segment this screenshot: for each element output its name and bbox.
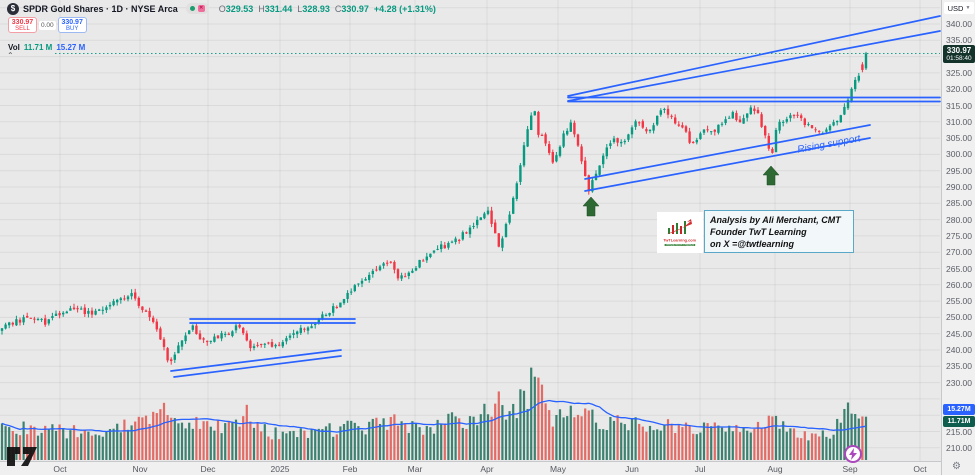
trendline-rising-support-dec-2[interactable] [173, 355, 342, 378]
tradingview-logo-icon[interactable] [6, 444, 56, 474]
time-axis-label: Sep [842, 464, 858, 474]
price-tick-label: 260.00 [946, 279, 972, 290]
price-tick-label: 240.00 [946, 345, 972, 355]
symbol-header: $ SPDR Gold Shares · 1D · NYSE Arca ✕ O3… [7, 2, 436, 15]
volume-bars [0, 367, 868, 460]
volume-ma-badge: 15.27M [943, 404, 975, 415]
close-label: C [334, 3, 342, 14]
currency-label: USD [947, 3, 964, 13]
price-tick-label: 290.00 [946, 182, 972, 192]
price-tick-label: 270.00 [946, 247, 972, 258]
market-open-dot-icon [189, 6, 195, 11]
buy-price: 330.97 [61, 18, 83, 26]
price-tick-label: 335.00 [946, 35, 972, 46]
price-tick-label: 215.00 [946, 426, 972, 437]
price-tick-label: 275.00 [946, 230, 972, 241]
logo-tagline: TRADE WITH TRENDS [664, 243, 696, 247]
spread-value: 0.00 [39, 20, 56, 30]
time-axis-label: Jun [625, 464, 639, 474]
price-tick-label: 295.00 [946, 165, 972, 176]
time-axis-label: 2025 [270, 464, 290, 474]
time-axis-label: Apr [480, 464, 494, 474]
time-axis-label: Oct [913, 464, 927, 474]
analysis-annotation-box[interactable]: Analysis by Ali Merchant, CMT Founder Tw… [704, 210, 854, 253]
low-label: L [297, 3, 303, 14]
support-arrow-icon[interactable] [582, 196, 600, 217]
change-value: +4.28 (+1.31%) [373, 3, 436, 14]
analysis-line-2: Founder TwT Learning [710, 227, 807, 237]
notification-flag-icon: ✕ [197, 5, 205, 12]
price-tick-label: 320.00 [946, 84, 972, 95]
price-tick-label: 255.00 [946, 296, 972, 307]
sell-label: SELL [15, 25, 30, 32]
sell-button[interactable]: 330.97 SELL [8, 17, 37, 33]
time-axis-label: Jul [694, 464, 706, 474]
price-tick-label: 285.00 [946, 198, 972, 209]
price-tick-label: 250.00 [946, 312, 972, 323]
candles [0, 51, 868, 365]
time-axis-label: May [549, 464, 567, 474]
last-price-badge: 330.97 01:58:40 [943, 45, 975, 63]
sell-price: 330.97 [11, 18, 34, 26]
currency-dropdown[interactable]: USD ▼ [944, 2, 974, 14]
volume-current-badge: 11.71M [943, 416, 975, 427]
price-tick-label: 300.00 [946, 149, 972, 160]
volume-ma-value: 15.27 M [56, 43, 86, 52]
price-tick-label: 235.00 [946, 361, 972, 372]
time-axis-label: Feb [342, 464, 358, 474]
market-status-pill[interactable]: ✕ [185, 3, 209, 14]
support-arrow-icon[interactable] [762, 165, 780, 186]
trendline-rising-support-dec-1[interactable] [170, 349, 342, 372]
close-value: 330.97 [341, 3, 369, 14]
buy-button[interactable]: 330.97 BUY [57, 17, 87, 33]
price-tick-label: 310.00 [946, 116, 972, 127]
price-tick-label: 230.00 [946, 377, 972, 388]
open-label: O [218, 3, 226, 14]
symbol-logo-icon[interactable]: $ [7, 2, 19, 15]
trendline-rising-support-may-2[interactable] [584, 137, 871, 192]
time-axis-label: Mar [407, 464, 423, 474]
chevron-down-icon: ▼ [965, 5, 971, 11]
volume-indicator-legend[interactable]: Vol 11.71 M 15.27 M [8, 43, 85, 52]
bar-countdown: 01:58:40 [946, 55, 972, 62]
high-value: 331.44 [264, 3, 293, 14]
instant-trade-lightning-button[interactable] [843, 444, 863, 469]
time-axis[interactable]: Oct Nov Dec 2025 Feb Mar Apr May Jun Jul Aug Sep Oct [0, 461, 941, 475]
price-tick-label: 315.00 [946, 100, 972, 111]
analysis-line-1: Analysis by Ali Merchant, CMT [710, 215, 841, 225]
twt-learning-logo[interactable]: TwTLearning.com TRADE WITH TRENDS [657, 212, 703, 253]
ohlc-values: O329.53 H331.44 L328.93 C330.97 +4.28 (+… [219, 4, 436, 14]
trendline-wedge-upper-2[interactable] [567, 30, 941, 102]
volume-label: Vol [8, 43, 20, 52]
logo-text: TwTLearning.com [663, 238, 697, 243]
symbol-title[interactable]: SPDR Gold Shares · 1D · NYSE Arca [23, 3, 178, 14]
price-tick-label: 305.00 [946, 133, 972, 144]
open-value: 329.53 [225, 3, 254, 14]
price-tick-label: 340.00 [946, 19, 972, 29]
price-tick-label: 280.00 [946, 214, 972, 225]
pane-collapse-caret-icon[interactable]: ⌃ [7, 51, 14, 60]
price-tick-label: 325.00 [946, 67, 972, 78]
logo-chart-thumbnail [667, 219, 692, 234]
analysis-line-3: on X =@twtlearning [710, 239, 795, 249]
price-axis[interactable]: USD ▼ 340.00 335.00 325.00 320.00 315.00 310.… [941, 0, 975, 475]
price-tick-label: 265.00 [946, 263, 972, 274]
low-value: 328.93 [302, 3, 330, 14]
price-tick-label: 245.00 [946, 328, 972, 339]
time-axis-label: Oct [53, 464, 67, 474]
time-axis-label: Aug [767, 464, 783, 474]
volume-ma-line [1, 399, 867, 433]
trendline-wedge-upper-1[interactable] [567, 15, 941, 97]
time-axis-label: Dec [200, 464, 216, 474]
trade-widget: 330.97 SELL 0.00 330.97 BUY [8, 17, 87, 33]
high-label: H [258, 3, 265, 14]
price-tick-label: 210.00 [946, 442, 972, 453]
time-axis-label: Nov [132, 464, 148, 474]
last-price-value: 330.97 [946, 46, 972, 55]
buy-label: BUY [65, 25, 79, 32]
settings-gear-icon[interactable]: ⚙ [952, 461, 961, 472]
trendline-rising-support-may-1[interactable] [584, 124, 871, 180]
volume-current-value: 11.71 M [23, 43, 53, 52]
